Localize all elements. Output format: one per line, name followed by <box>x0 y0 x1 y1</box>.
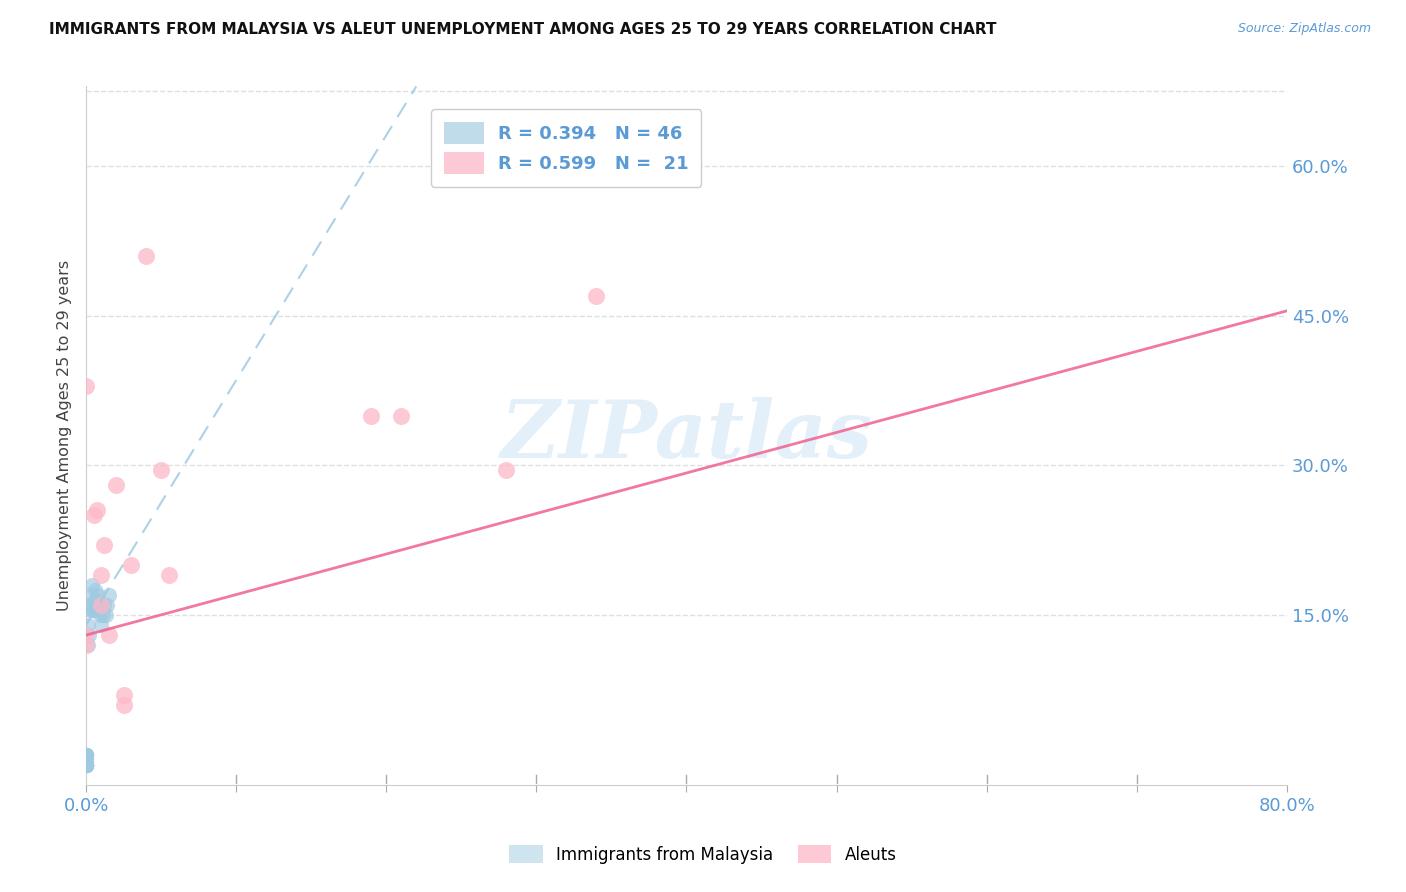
Point <box>75 757 97 772</box>
Point <box>75 747 97 762</box>
Point <box>75 747 97 762</box>
Point <box>79 588 101 602</box>
Point <box>80 598 103 612</box>
Point <box>90 568 112 582</box>
Point <box>585 289 607 303</box>
Point <box>135 249 157 263</box>
Point <box>150 463 173 477</box>
Point <box>93 598 115 612</box>
Text: IMMIGRANTS FROM MALAYSIA VS ALEUT UNEMPLOYMENT AMONG AGES 25 TO 29 YEARS CORRELA: IMMIGRANTS FROM MALAYSIA VS ALEUT UNEMPL… <box>49 22 997 37</box>
Point <box>91 608 114 623</box>
Point <box>75 747 97 762</box>
Point <box>75 757 97 772</box>
Point <box>83 508 105 523</box>
Point <box>77 598 100 612</box>
Point <box>120 558 142 573</box>
Point <box>93 538 115 552</box>
Point <box>75 628 97 642</box>
Point <box>77 628 100 642</box>
Text: Source: ZipAtlas.com: Source: ZipAtlas.com <box>1237 22 1371 36</box>
Point <box>75 757 97 772</box>
Point <box>75 378 97 392</box>
Point <box>89 598 111 612</box>
Point <box>76 638 98 652</box>
Point <box>75 757 97 772</box>
Point <box>79 603 101 617</box>
Text: ZIPatlas: ZIPatlas <box>501 397 873 475</box>
Point <box>97 628 120 642</box>
Point <box>79 603 101 617</box>
Point <box>75 753 97 767</box>
Point <box>75 747 97 762</box>
Point <box>97 588 120 602</box>
Point <box>75 757 97 772</box>
Point <box>84 593 107 607</box>
Point <box>87 588 110 602</box>
Point <box>75 757 97 772</box>
Legend: R = 0.394   N = 46, R = 0.599   N =  21: R = 0.394 N = 46, R = 0.599 N = 21 <box>432 110 702 186</box>
Point <box>86 598 108 612</box>
Point <box>75 757 97 772</box>
Point <box>84 583 107 598</box>
Point <box>75 747 97 762</box>
Point <box>75 757 97 772</box>
Point <box>89 608 111 623</box>
Point <box>83 603 105 617</box>
Point <box>360 409 382 423</box>
Point <box>75 638 97 652</box>
Point <box>75 757 97 772</box>
Point <box>571 159 593 173</box>
Legend: Immigrants from Malaysia, Aleuts: Immigrants from Malaysia, Aleuts <box>502 838 904 871</box>
Point <box>75 757 97 772</box>
Point <box>90 618 112 632</box>
Point <box>80 578 103 592</box>
Point <box>75 757 97 772</box>
Point <box>75 757 97 772</box>
Y-axis label: Unemployment Among Ages 25 to 29 years: Unemployment Among Ages 25 to 29 years <box>58 260 72 611</box>
Point <box>495 463 517 477</box>
Point <box>75 757 97 772</box>
Point <box>75 747 97 762</box>
Point <box>112 698 135 712</box>
Point <box>157 568 180 582</box>
Point <box>86 503 108 517</box>
Point <box>75 757 97 772</box>
Point <box>112 688 135 702</box>
Point <box>75 753 97 767</box>
Point <box>96 598 118 612</box>
Point <box>94 608 117 623</box>
Point <box>75 747 97 762</box>
Point <box>86 603 108 617</box>
Point <box>76 618 98 632</box>
Point <box>90 598 112 612</box>
Point <box>105 478 128 492</box>
Point <box>389 409 412 423</box>
